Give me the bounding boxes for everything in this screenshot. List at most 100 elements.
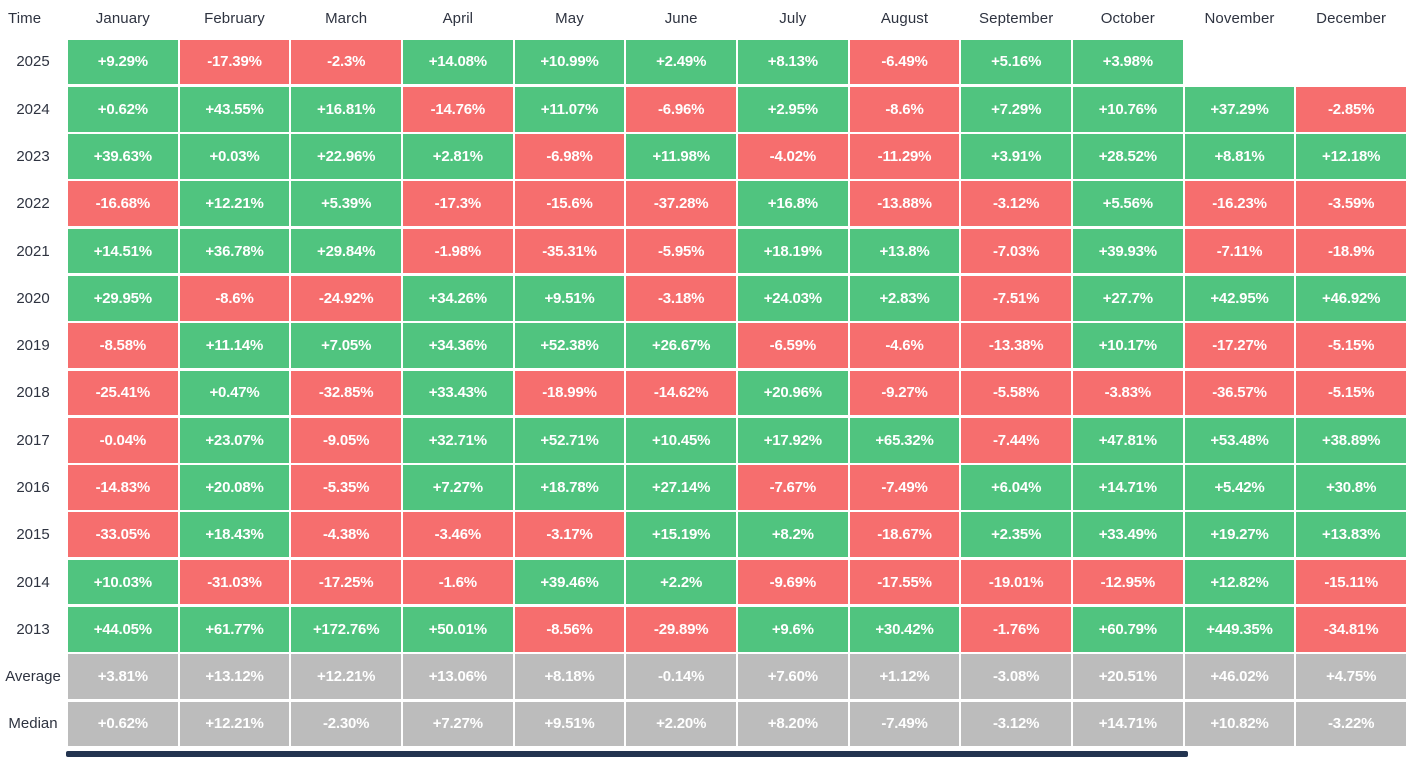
return-cell-2014-march: -17.25% <box>291 559 401 605</box>
return-cell-2022-march: +5.39% <box>291 181 401 227</box>
return-cell-2019-july: -6.59% <box>737 323 848 368</box>
return-cell-2015-august: -18.67% <box>849 512 960 558</box>
return-cell-2017-august: +65.32% <box>849 417 960 463</box>
return-cell-2022-february: +12.21% <box>179 181 290 227</box>
return-cell-2025-july: +8.13% <box>737 39 848 85</box>
return-cell-2015-may: -3.17% <box>514 512 625 558</box>
column-header-february: February <box>204 10 265 27</box>
return-cell-2018-october: -3.83% <box>1072 370 1183 416</box>
return-cell-2025-december <box>1296 40 1406 85</box>
return-cell-2018-january: -25.41% <box>68 370 178 416</box>
return-cell-2022-june: -37.28% <box>626 181 736 227</box>
row-label-2018: 2018 <box>16 384 50 402</box>
return-cell-2013-july: +9.6% <box>737 606 848 652</box>
return-cell-2018-august: -9.27% <box>849 370 960 416</box>
return-cell-average-february: +13.12% <box>179 654 290 699</box>
row-label-2024: 2024 <box>16 100 50 118</box>
return-cell-2023-april: +2.81% <box>402 134 513 179</box>
returns-table: Time January February March April May June July… <box>5 10 1406 747</box>
return-cell-2019-august: -4.6% <box>849 323 960 368</box>
return-cell-2023-march: +22.96% <box>291 134 401 179</box>
return-cell-2013-december: -34.81% <box>1296 606 1406 652</box>
return-cell-median-september: -3.12% <box>961 701 1071 747</box>
return-cell-2025-november <box>1185 40 1295 85</box>
return-cell-2014-august: -17.55% <box>849 559 960 605</box>
return-cell-2018-march: -32.85% <box>291 370 401 416</box>
return-cell-2015-october: +33.49% <box>1072 512 1183 558</box>
return-cell-2020-august: +2.83% <box>849 276 960 321</box>
return-cell-2023-november: +8.81% <box>1184 134 1295 179</box>
return-cell-2019-january: -8.58% <box>68 323 178 368</box>
column-header-january: January <box>95 10 150 27</box>
return-cell-2016-august: -7.49% <box>849 465 960 510</box>
return-cell-2017-december: +38.89% <box>1296 417 1406 463</box>
return-cell-average-december: +4.75% <box>1296 654 1406 699</box>
return-cell-2017-june: +10.45% <box>626 417 736 463</box>
return-cell-2015-november: +19.27% <box>1184 512 1295 558</box>
return-cell-median-april: +7.27% <box>402 701 513 747</box>
return-cell-2017-march: -9.05% <box>291 417 401 463</box>
return-cell-2024-march: +16.81% <box>291 86 401 132</box>
return-cell-median-january: +0.62% <box>68 701 178 747</box>
return-cell-2015-december: +13.83% <box>1296 512 1406 558</box>
return-cell-2019-february: +11.14% <box>179 323 290 368</box>
return-cell-2020-march: -24.92% <box>291 276 401 321</box>
row-label-2025: 2025 <box>16 53 50 71</box>
return-cell-2021-june: -5.95% <box>626 228 736 274</box>
return-cell-2016-september: +6.04% <box>961 465 1071 510</box>
return-cell-2022-september: -3.12% <box>961 181 1071 227</box>
return-cell-2020-september: -7.51% <box>961 276 1071 321</box>
return-cell-2022-january: -16.68% <box>68 181 178 227</box>
return-cell-2018-november: -36.57% <box>1184 370 1295 416</box>
return-cell-2018-july: +20.96% <box>737 370 848 416</box>
return-cell-2024-november: +37.29% <box>1184 86 1295 132</box>
return-cell-average-august: +1.12% <box>849 654 960 699</box>
return-cell-2021-february: +36.78% <box>179 228 290 274</box>
return-cell-2023-january: +39.63% <box>68 134 178 179</box>
return-cell-2021-october: +39.93% <box>1072 228 1183 274</box>
return-cell-2018-december: -5.15% <box>1296 370 1406 416</box>
return-cell-2017-may: +52.71% <box>514 417 625 463</box>
return-cell-2025-september: +5.16% <box>961 39 1071 85</box>
return-cell-2017-february: +23.07% <box>179 417 290 463</box>
return-cell-median-december: -3.22% <box>1296 701 1406 747</box>
return-cell-average-june: -0.14% <box>626 654 736 699</box>
return-cell-average-october: +20.51% <box>1072 654 1183 699</box>
return-cell-2013-august: +30.42% <box>849 606 960 652</box>
return-cell-2015-march: -4.38% <box>291 512 401 558</box>
return-cell-2015-january: -33.05% <box>68 512 178 558</box>
return-cell-2013-september: -1.76% <box>961 606 1071 652</box>
return-cell-2022-december: -3.59% <box>1296 181 1406 227</box>
return-cell-2015-june: +15.19% <box>626 512 736 558</box>
return-cell-2016-march: -5.35% <box>291 465 401 510</box>
return-cell-2014-february: -31.03% <box>179 559 290 605</box>
row-label-2013: 2013 <box>16 620 50 638</box>
column-header-august: August <box>880 10 929 27</box>
return-cell-2019-october: +10.17% <box>1072 323 1183 368</box>
return-cell-2019-june: +26.67% <box>626 323 736 368</box>
return-cell-2014-december: -15.11% <box>1296 559 1406 605</box>
return-cell-2020-july: +24.03% <box>737 276 848 321</box>
return-cell-median-march: -2.30% <box>291 701 401 747</box>
return-cell-2020-april: +34.26% <box>402 276 513 321</box>
return-cell-2014-june: +2.2% <box>626 559 736 605</box>
return-cell-2020-november: +42.95% <box>1184 276 1295 321</box>
return-cell-2023-may: -6.98% <box>514 134 625 179</box>
return-cell-2022-july: +16.8% <box>737 181 848 227</box>
row-label-2017: 2017 <box>16 431 50 449</box>
return-cell-2017-october: +47.81% <box>1072 417 1183 463</box>
row-label-2019: 2019 <box>16 337 50 355</box>
return-cell-2017-april: +32.71% <box>402 417 513 463</box>
return-cell-2016-june: +27.14% <box>626 465 736 510</box>
return-cell-2013-march: +172.76% <box>291 606 401 652</box>
return-cell-2024-february: +43.55% <box>179 86 290 132</box>
return-cell-2013-february: +61.77% <box>179 606 290 652</box>
row-label-2016: 2016 <box>16 478 50 496</box>
horizontal-scrollbar-thumb[interactable] <box>66 751 1188 757</box>
return-cell-2021-january: +14.51% <box>68 228 178 274</box>
return-cell-2018-may: -18.99% <box>514 370 625 416</box>
return-cell-2023-september: +3.91% <box>961 134 1071 179</box>
return-cell-2021-august: +13.8% <box>849 228 960 274</box>
return-cell-average-april: +13.06% <box>402 654 513 699</box>
return-cell-2024-august: -8.6% <box>849 86 960 132</box>
